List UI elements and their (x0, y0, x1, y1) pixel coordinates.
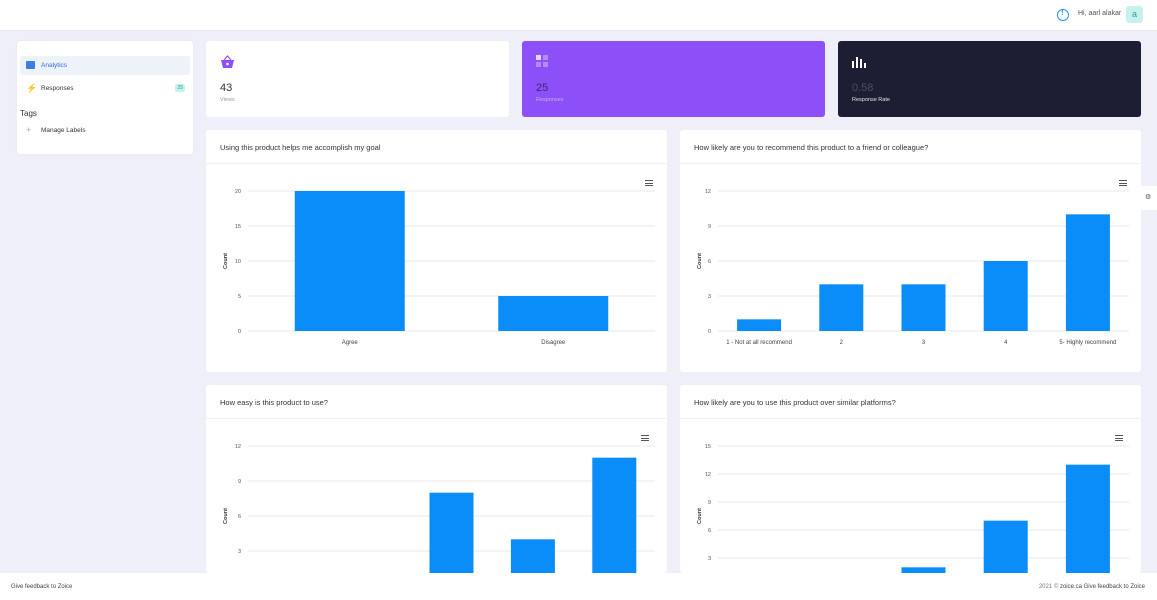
divider (680, 418, 1141, 419)
chart-menu-icon[interactable] (645, 180, 653, 186)
responses-label: Responses (536, 97, 564, 103)
divider (680, 163, 1141, 164)
y-tick-label: 12 (705, 472, 711, 478)
plus-icon: + (26, 125, 32, 135)
settings-side-tab[interactable]: ⚙ (1140, 186, 1157, 210)
y-tick-label: 9 (708, 224, 711, 230)
bar-chart: 0 5 10 15 20 Agree Disagree Count (223, 189, 655, 346)
views-label: Views (220, 97, 235, 103)
y-tick-label: 0 (708, 329, 711, 335)
sidebar-item-label: Manage Labels (41, 127, 86, 134)
views-value: 43 (220, 82, 233, 94)
chart-menu-icon[interactable] (641, 435, 649, 441)
tags-heading: Tags (20, 109, 37, 118)
x-tick-label: 1 - Not at all recommend (726, 340, 792, 346)
y-tick-label: 3 (238, 549, 241, 555)
chart-card-ease: How easy is this product to use? 3 6 9 12 Co… (206, 385, 667, 573)
bar (429, 492, 474, 573)
feedback-link-left[interactable]: Give feedback to Zoice (11, 584, 73, 590)
footer: Give feedback to Zoice 2021 © zoice.ca G… (0, 573, 1157, 600)
y-tick-label: 20 (235, 189, 241, 195)
response-rate-stat-card: 0.58 Response Rate (838, 41, 1141, 117)
top-bar: Hi, aarl alakar a (0, 0, 1157, 31)
response-rate-value: 0.58 (852, 82, 874, 94)
x-tick-label: 2 (840, 340, 844, 346)
bar (498, 296, 609, 331)
bar (510, 539, 555, 573)
y-tick-label: 6 (708, 528, 711, 534)
response-rate-label: Response Rate (852, 97, 890, 103)
gear-icon: ⚙ (1145, 194, 1152, 201)
bar (983, 261, 1028, 331)
y-axis-label: Count (697, 508, 703, 524)
copyright: 2021 © (1038, 584, 1059, 590)
y-tick-label: 10 (235, 259, 241, 265)
sidebar: Analytics ⚡ Responses 25 Tags + Manage L… (17, 41, 193, 154)
bolt-icon: ⚡ (26, 83, 38, 93)
chart-card-platforms: How likely are you to use this product o… (680, 385, 1141, 573)
chat-icon[interactable] (1057, 8, 1069, 21)
grid-icon (536, 55, 548, 67)
bar (901, 567, 946, 573)
y-tick-label: 9 (708, 500, 711, 506)
y-axis-label: Count (697, 253, 703, 269)
footer-right: 2021 © zoice.ca Give feedback to Zoice (1039, 584, 1145, 590)
responses-value: 25 (536, 82, 549, 94)
bar (592, 457, 637, 573)
avatar[interactable]: a (1126, 6, 1143, 23)
chart-title: How likely are you to use this product o… (694, 398, 896, 407)
y-tick-label: 12 (235, 444, 241, 450)
sidebar-item-label: Analytics (41, 62, 68, 69)
bar (737, 319, 782, 331)
y-axis-label: Count (223, 253, 229, 269)
y-tick-label: 15 (235, 224, 241, 230)
x-tick-label: Disagree (541, 340, 566, 346)
y-tick-label: 3 (708, 294, 711, 300)
y-tick-label: 6 (708, 259, 711, 265)
bar (983, 520, 1028, 573)
bar (819, 284, 864, 331)
chart-card-goal: Using this product helps me accomplish m… (206, 130, 667, 372)
responses-count-badge: 25 (175, 84, 185, 92)
chart-menu-icon[interactable] (1119, 180, 1127, 186)
user-greeting: Hi, aarl alakar (1078, 10, 1122, 17)
x-tick-label: Agree (342, 340, 359, 346)
chart-menu-icon[interactable] (1115, 435, 1123, 441)
divider (206, 418, 667, 419)
chart-title: Using this product helps me accomplish m… (220, 143, 381, 152)
chart-card-recommend: How likely are you to recommend this pro… (680, 130, 1141, 372)
bar (1065, 214, 1110, 331)
bar-chart: 3 6 9 12 Count (223, 444, 655, 573)
bar-chart-icon (852, 57, 866, 68)
chart-title: How easy is this product to use? (220, 398, 328, 407)
y-tick-label: 3 (708, 556, 711, 562)
bar (1065, 464, 1110, 573)
bar (901, 284, 946, 331)
divider (206, 163, 667, 164)
bar (294, 191, 405, 331)
y-tick-label: 6 (238, 514, 241, 520)
bar-chart: 3 6 9 12 15 Count (697, 444, 1129, 573)
site-link[interactable]: zoice.ca (1059, 584, 1082, 590)
x-tick-label: 5- Highly recommend (1059, 340, 1116, 346)
y-axis-label: Count (223, 508, 229, 524)
sidebar-item-responses[interactable]: ⚡ Responses 25 (20, 79, 190, 98)
analytics-icon (26, 61, 35, 69)
feedback-link-right[interactable]: Give feedback to Zoice (1083, 584, 1145, 590)
chart-title: How likely are you to recommend this pro… (694, 143, 929, 152)
y-tick-label: 5 (238, 294, 241, 300)
sidebar-item-manage-labels[interactable]: + Manage Labels (20, 121, 190, 140)
x-tick-label: 4 (1004, 340, 1008, 346)
y-tick-label: 12 (705, 189, 711, 195)
y-tick-label: 0 (238, 329, 241, 335)
y-tick-label: 15 (705, 444, 711, 450)
sidebar-item-label: Responses (41, 85, 74, 92)
responses-stat-card: 25 Responses (522, 41, 825, 117)
sidebar-item-analytics[interactable]: Analytics (20, 56, 190, 75)
x-tick-label: 3 (922, 340, 926, 346)
bar-chart: 0 3 6 9 12 1 - Not at all recommend 2 3 4 5- High… (697, 189, 1129, 346)
views-stat-card: 43 Views (206, 41, 509, 117)
y-tick-label: 9 (238, 479, 241, 485)
basket-icon (221, 55, 234, 68)
